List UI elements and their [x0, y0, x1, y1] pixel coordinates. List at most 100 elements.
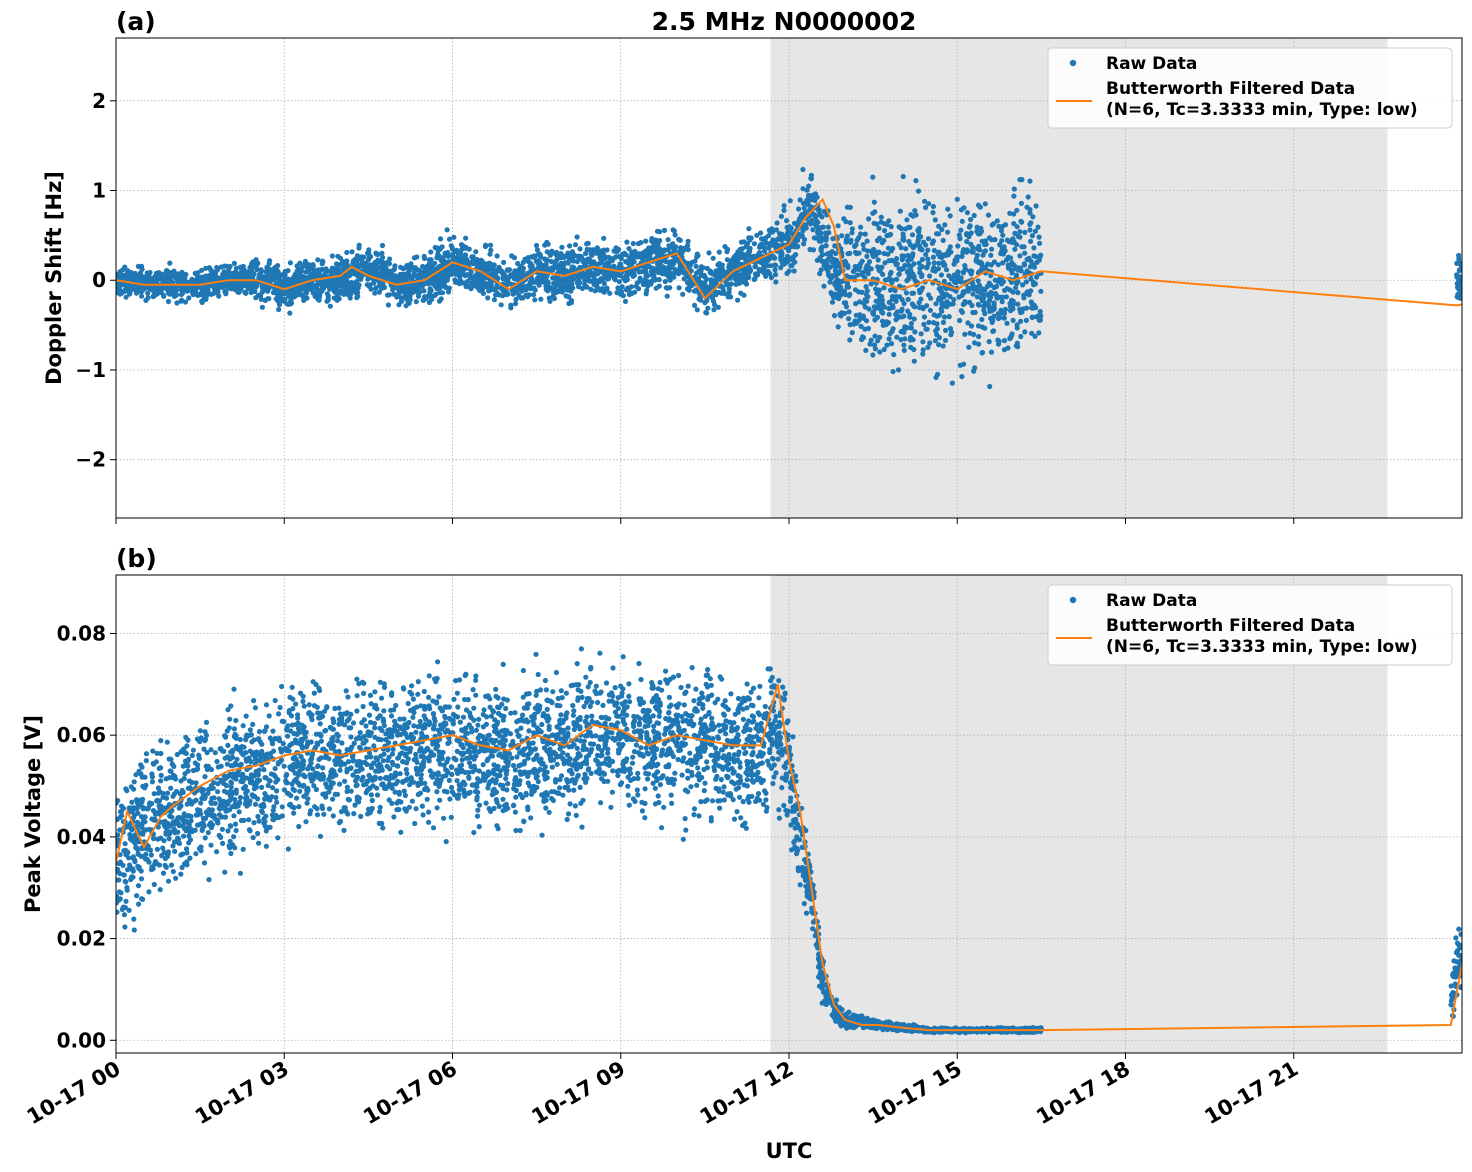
raw-data-point [417, 718, 423, 725]
raw-data-point [902, 326, 908, 332]
raw-data-point [838, 313, 844, 319]
raw-data-point [327, 303, 333, 309]
raw-data-point [797, 197, 803, 203]
raw-data-point [332, 270, 338, 276]
raw-data-point [460, 266, 466, 272]
raw-data-point [853, 301, 859, 307]
raw-data-point [611, 264, 617, 270]
raw-data-point [972, 309, 978, 315]
raw-data-point [1033, 305, 1039, 311]
raw-data-point [604, 260, 610, 266]
raw-data-point [728, 281, 735, 287]
raw-data-point [656, 283, 662, 289]
raw-data-point [804, 201, 811, 207]
raw-data-point [930, 203, 937, 210]
raw-data-point [408, 288, 414, 294]
raw-data-point [832, 243, 838, 249]
raw-data-point [373, 251, 380, 257]
raw-data-point [962, 331, 968, 337]
raw-data-point [596, 251, 602, 257]
raw-data-point [380, 281, 386, 287]
raw-data-point [894, 276, 900, 282]
raw-data-point [1021, 262, 1027, 268]
raw-data-point [716, 261, 723, 267]
raw-data-point [685, 775, 691, 781]
raw-data-point [601, 280, 607, 287]
raw-data-point [704, 298, 710, 304]
raw-data-point [302, 258, 308, 264]
raw-data-point [491, 297, 497, 303]
raw-data-point [340, 281, 346, 287]
raw-data-point [776, 243, 782, 249]
raw-data-point [1037, 317, 1043, 323]
raw-data-point [875, 264, 881, 270]
raw-data-point [610, 665, 616, 671]
raw-data-point [570, 264, 576, 270]
raw-data-point [915, 188, 922, 194]
raw-data-point [915, 227, 921, 233]
raw-data-point [572, 242, 579, 248]
raw-data-point [905, 308, 911, 314]
raw-data-point [908, 334, 914, 341]
raw-data-point [961, 290, 967, 296]
raw-data-point [681, 702, 687, 708]
raw-data-point [1010, 236, 1016, 242]
raw-data-point [167, 260, 173, 266]
raw-data-point [266, 261, 272, 267]
raw-data-point [233, 717, 239, 724]
raw-data-point [649, 236, 655, 242]
raw-data-point [752, 264, 758, 270]
raw-data-point [208, 842, 214, 848]
raw-data-point [924, 303, 930, 309]
raw-data-point [741, 253, 748, 259]
raw-data-point [991, 300, 997, 306]
raw-data-point [694, 251, 700, 257]
raw-data-point [638, 255, 645, 261]
raw-data-point [879, 318, 886, 324]
raw-data-point [478, 287, 484, 293]
raw-data-point [494, 283, 500, 289]
raw-data-point [693, 287, 699, 293]
raw-data-point [538, 254, 544, 260]
raw-data-point [946, 273, 952, 279]
raw-data-point [857, 312, 863, 318]
raw-data-point [931, 320, 937, 326]
raw-data-point [1001, 310, 1008, 317]
raw-data-point [175, 274, 181, 280]
raw-data-point [320, 259, 326, 265]
raw-data-point [942, 262, 948, 268]
raw-data-point [871, 246, 877, 253]
raw-data-point [483, 281, 489, 287]
raw-data-point [981, 307, 987, 313]
raw-data-point [705, 667, 711, 673]
raw-data-point [232, 269, 238, 276]
raw-data-point [636, 251, 642, 257]
raw-data-point [787, 198, 793, 204]
raw-data-point [566, 252, 573, 258]
raw-data-point [1027, 210, 1033, 216]
raw-data-point [392, 273, 398, 279]
raw-data-point [631, 250, 638, 256]
raw-data-point [632, 289, 638, 295]
raw-data-point [174, 751, 180, 758]
raw-data-point [918, 245, 924, 251]
raw-data-point [643, 273, 649, 279]
raw-data-point [542, 256, 548, 262]
raw-data-point [1025, 194, 1031, 200]
raw-data-point [523, 292, 529, 298]
raw-data-point [1010, 298, 1016, 304]
raw-data-point [974, 294, 980, 300]
raw-data-point [170, 843, 176, 849]
raw-data-point [241, 281, 247, 287]
raw-data-point [1456, 268, 1462, 274]
raw-data-point [990, 328, 996, 334]
raw-data-point [584, 246, 590, 253]
raw-data-point [564, 287, 570, 293]
raw-data-point [535, 779, 541, 785]
raw-data-point [861, 246, 867, 252]
raw-data-point [354, 708, 360, 714]
raw-data-point [415, 290, 421, 296]
raw-data-point [265, 285, 271, 291]
raw-data-point [907, 242, 913, 248]
raw-data-point [806, 183, 812, 189]
